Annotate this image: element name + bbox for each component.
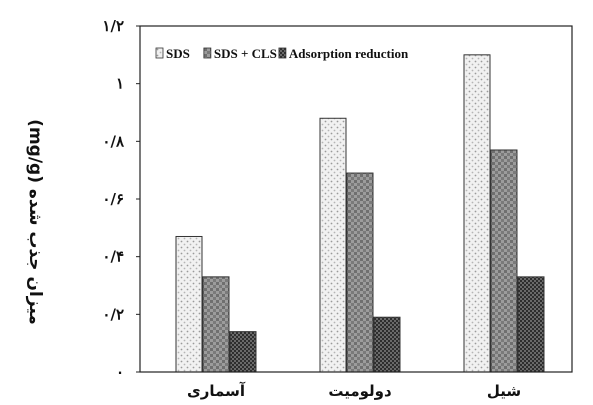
bar-sds-0 <box>175 235 203 373</box>
x-category-label: دولومیت <box>328 382 392 400</box>
legend-label-sds: SDS <box>166 46 190 61</box>
x-category-label: آسماری <box>187 382 246 400</box>
bar-sds-cls-0 <box>202 276 230 373</box>
bar-sds-cls-2 <box>490 149 518 373</box>
y-tick-label: ۰/۶ <box>102 190 124 208</box>
axes-group: ۰ ۰/۲ ۰/۴ ۰/۶ ۰/۸ ۱ ۱/۲ آسماری دولومیت شیل <box>102 17 573 400</box>
legend-label-sds-cls: SDS + CLS <box>214 46 277 61</box>
y-tick-label: ۱/۲ <box>102 17 124 35</box>
bar-adsorption-reduction-0 <box>229 331 257 373</box>
y-axis-label: میزان جذب شده (mg/g) <box>25 119 45 325</box>
y-tick-label: ۰/۸ <box>102 132 125 150</box>
bar-adsorption-reduction-2 <box>517 276 545 373</box>
y-tick-label: ۰/۴ <box>102 248 124 266</box>
bar-sds-cls-1 <box>346 172 374 373</box>
y-tick-label: ۰/۲ <box>102 305 124 323</box>
bar-adsorption-reduction-1 <box>373 316 401 373</box>
legend-label-adsorption-reduction: Adsorption reduction <box>289 46 409 61</box>
legend-swatch-adsorption-reduction <box>278 47 287 59</box>
bar-sds-2 <box>463 54 491 373</box>
y-tick-label: ۱ <box>116 75 124 93</box>
legend-swatch-sds-cls <box>203 47 212 59</box>
bar-sds-1 <box>319 117 347 373</box>
bars-group <box>175 54 545 373</box>
x-category-label: شیل <box>487 382 521 400</box>
legend: SDS SDS + CLS Adsorption reduction <box>155 46 409 61</box>
y-tick-label: ۰ <box>116 363 124 381</box>
legend-swatch-sds <box>155 47 164 59</box>
